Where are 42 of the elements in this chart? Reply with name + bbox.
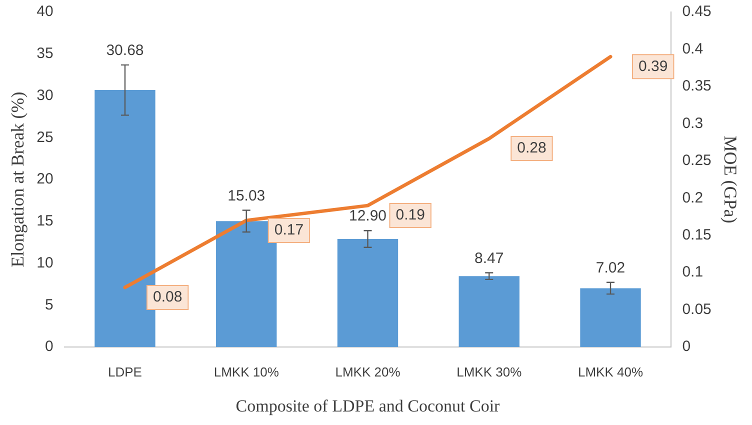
y-tick-label: 10 [36,254,54,272]
bar [216,221,277,347]
data-label: 0.39 [638,58,668,75]
y2-tick-label: 0.1 [682,264,704,281]
data-label: 0.17 [274,222,304,239]
data-label: 7.02 [596,259,626,276]
data-label: 0.28 [517,140,546,157]
data-label: 30.68 [106,42,144,60]
y-axis-title: Elongation at Break (%) [8,92,28,268]
y-tick-label: 0 [44,338,54,356]
x-tick-label: LMKK 20% [335,364,401,380]
y2-axis-title: MOE (GPa) [720,136,740,224]
data-label: 15.03 [228,187,266,204]
data-label: 0.19 [396,206,425,224]
x-axis-title: Composite of LDPE and Coconut Coir [236,396,500,416]
x-tick-label: LMKK 30% [456,364,522,380]
data-label: 8.47 [474,250,504,267]
y2-tick-label: 0.3 [682,114,704,132]
data-label: 0.08 [152,288,182,306]
bar [337,238,398,347]
x-tick-label: LMKK 40% [578,364,644,380]
x-tick-label: LMKK 10% [214,364,280,380]
bar [94,90,156,347]
bar [458,276,520,347]
y-tick-label: 30 [36,86,54,104]
y2-tick-label: 0.35 [682,78,712,95]
data-label: 12.90 [348,208,387,225]
y-tick-label: 20 [36,170,54,188]
y-tick-label: 35 [36,45,54,62]
y2-tick-label: 0.2 [682,189,704,206]
y2-tick-label: 0.05 [682,300,712,318]
y2-tick-label: 0.45 [682,3,712,20]
y-tick-label: 40 [36,3,54,20]
x-tick-label: LDPE [108,364,142,380]
y2-tick-label: 0.25 [682,152,712,170]
y2-tick-label: 0 [682,338,691,356]
y-tick-label: 15 [36,212,54,230]
bar [580,288,641,347]
y2-tick-label: 0.15 [682,226,712,244]
y-tick-label: 25 [36,128,54,146]
y-tick-label: 5 [44,296,54,314]
y2-tick-label: 0.4 [682,40,704,58]
